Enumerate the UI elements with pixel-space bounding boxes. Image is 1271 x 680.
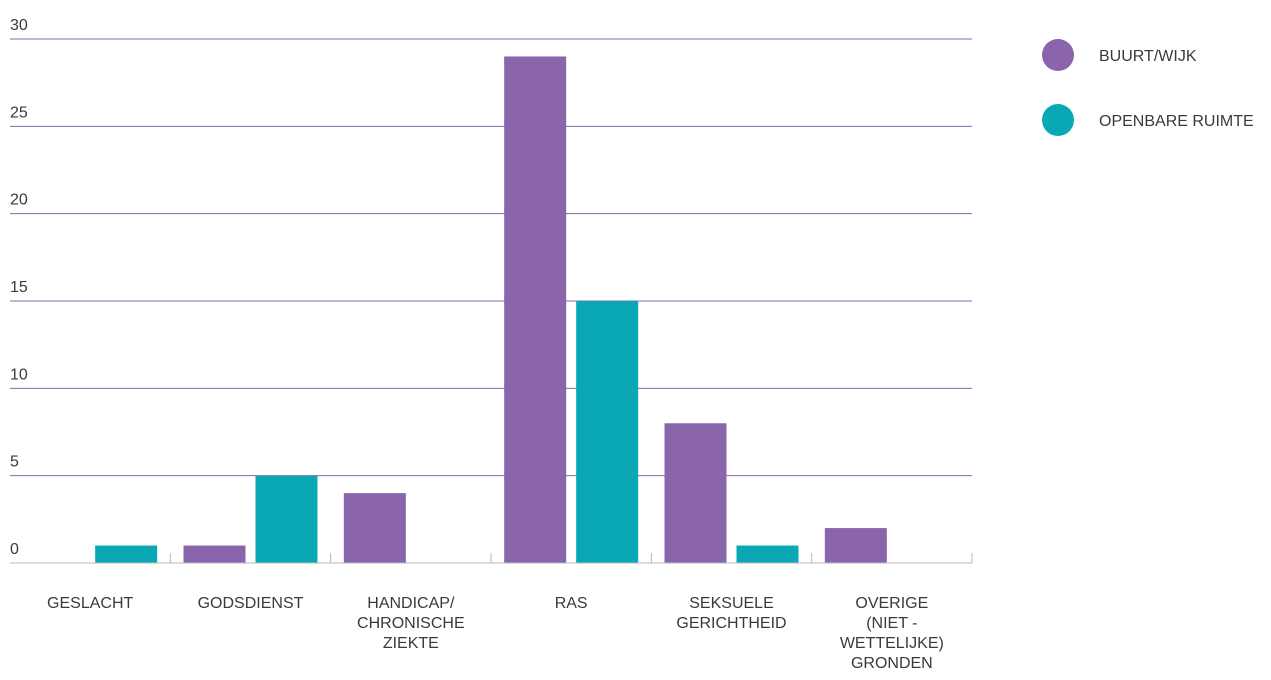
legend-swatch: [1042, 104, 1074, 136]
x-category-label: SEKSUELE: [689, 595, 773, 612]
legend-swatch: [1042, 39, 1074, 71]
y-tick-label: 30: [10, 17, 28, 34]
x-category-label: RAS: [555, 595, 588, 612]
y-tick-label: 15: [10, 279, 28, 296]
x-category-label: CHRONISCHE: [357, 615, 465, 632]
y-tick-label: 5: [10, 454, 19, 471]
bar-buurt-wijk: [183, 545, 246, 563]
x-category-label: GODSDIENST: [198, 595, 304, 612]
y-tick-label: 20: [10, 192, 28, 209]
x-category-label: GESLACHT: [47, 595, 133, 612]
bar-openbare-ruimte: [576, 301, 639, 563]
x-axis-labels: GESLACHT GODSDIENST HANDICAP/CHRONISCHE ZIE…: [47, 595, 944, 672]
bar-buurt-wijk: [343, 493, 406, 563]
y-axis-ticks: 0 5 10 15 20 25 30: [10, 17, 28, 558]
y-tick-label: 0: [10, 541, 19, 558]
bar-buurt-wijk: [824, 528, 887, 563]
x-axis: [10, 553, 973, 564]
bar-buurt-wijk: [664, 423, 727, 563]
gridlines: [10, 38, 972, 477]
x-category-label: WETTELIJKE): [840, 635, 944, 652]
bar-openbare-ruimte: [736, 545, 799, 563]
y-tick-label: 25: [10, 104, 28, 121]
bar-openbare-ruimte: [95, 545, 158, 563]
legend: BUURT/WIJK OPENBARE RUIMTE: [1042, 39, 1254, 136]
bars: [95, 56, 887, 563]
legend-label: BUURT/WIJK: [1099, 48, 1197, 65]
y-tick-label: 10: [10, 366, 28, 383]
legend-label: OPENBARE RUIMTE: [1099, 113, 1254, 130]
bar-openbare-ruimte: [255, 475, 318, 563]
x-category-label: GERICHTHEID: [676, 615, 786, 632]
x-category-label: GRONDEN: [851, 655, 933, 672]
x-category-label: (NIET -: [866, 615, 917, 632]
x-category-label: ZIEKTE: [383, 635, 439, 652]
x-category-label: OVERIGE: [855, 595, 928, 612]
bar-buurt-wijk: [504, 56, 567, 563]
x-category-label: HANDICAP/: [367, 595, 455, 612]
